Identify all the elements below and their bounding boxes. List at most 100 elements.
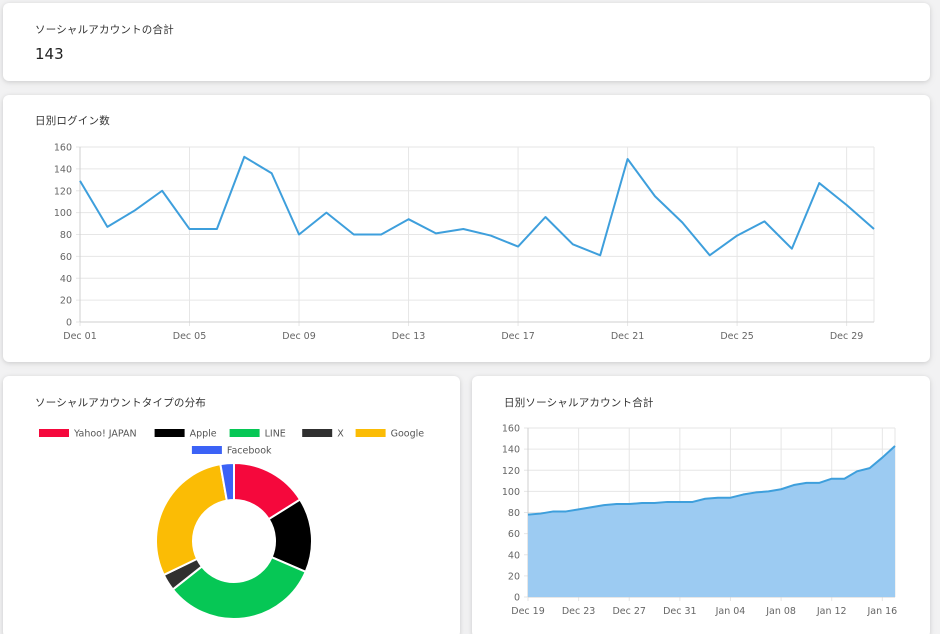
logins-y-tick-label: 100 [54,208,72,219]
logins-series-line [79,155,875,257]
accounts-data-point [780,488,782,490]
logins-data-point [818,182,820,184]
total-accounts-value: 143 [35,45,64,63]
legend-swatch [229,429,260,437]
logins-data-point [161,190,163,192]
logins-data-point [325,211,327,213]
logins-data-point [709,254,711,256]
logins-data-point [407,218,409,220]
accounts-data-point [628,503,630,505]
accounts-data-point [691,501,693,503]
logins-data-point [106,226,108,228]
accounts-x-tick-label: Dec 23 [562,606,596,617]
logins-data-point [353,233,355,235]
accounts-data-point [679,501,681,503]
logins-y-tick-label: 120 [54,186,72,197]
accounts-data-point [615,503,617,505]
logins-x-tick-label: Dec 13 [392,331,426,342]
logins-data-point [380,233,382,235]
logins-y-tick-label: 0 [66,318,72,329]
accounts-data-point [843,478,845,480]
logins-data-point [134,209,136,211]
logins-y-tick-label: 140 [54,164,72,175]
account-type-distribution-card: ソーシャルアカウントタイプの分布 Yahoo! JAPAN Apple LINE X G… [3,376,460,634]
account-type-distribution-title: ソーシャルアカウントタイプの分布 [35,397,206,409]
accounts-x-tick-label: Jan 08 [765,606,796,617]
accounts-y-tick-label: 40 [508,550,520,561]
logins-data-point [791,248,793,250]
accounts-y-tick-label: 140 [502,445,520,456]
legend-label: Google [391,429,425,440]
accounts-y-tick-label: 80 [508,508,520,519]
logins-data-point [216,228,218,230]
logins-data-point [736,234,738,236]
legend-label: LINE [265,429,286,440]
accounts-x-tick-label: Jan 16 [866,606,897,617]
logins-data-point [599,254,601,256]
total-accounts-title: ソーシャルアカウントの合計 [35,24,174,36]
daily-accounts-title: 日別ソーシャルアカウント合計 [504,397,654,409]
logins-y-tick-label: 160 [54,143,72,154]
accounts-x-tick-label: Dec 31 [663,606,697,617]
donut-segment-facebook [219,461,235,502]
accounts-y-tick-label: 0 [514,593,520,604]
legend-swatch [302,429,333,437]
daily-logins-title: 日別ログイン数 [35,115,110,127]
donut-segment-line [171,555,307,620]
accounts-data-point [641,502,643,504]
accounts-data-point [742,493,744,495]
logins-data-point [845,204,847,206]
logins-x-tick-label: Dec 01 [63,331,97,342]
accounts-data-point [552,510,554,512]
accounts-data-point [856,470,858,472]
accounts-data-point [565,510,567,512]
legend-label: Facebook [227,446,272,457]
logins-y-tick-label: 60 [60,252,72,263]
logins-data-point [654,195,656,197]
daily-logins-chart: 0 20 40 60 80 100 120 140 160 Dec 01 Dec 05 Dec 09 D… [54,143,875,342]
accounts-data-point [704,498,706,500]
logins-data-point [517,245,519,247]
accounts-data-point [755,491,757,493]
accounts-y-tick-label: 100 [502,487,520,498]
accounts-data-point [539,512,541,514]
accounts-x-tick-label: Dec 19 [511,606,545,617]
logins-x-tick-label: Dec 05 [173,331,207,342]
donut-segment-google [155,463,228,577]
logins-y-tick-label: 40 [60,274,72,285]
logins-x-tick-label: Dec 17 [501,331,535,342]
accounts-data-point [729,497,731,499]
accounts-data-point [666,501,668,503]
accounts-data-point [717,497,719,499]
legend-label: Apple [190,429,217,440]
daily-accounts-area-chart: 0 20 40 60 80 100 120 140 160 Dec 19 Dec 23 Dec 27 D… [502,424,897,618]
logins-data-point [626,158,628,160]
logins-data-point [572,243,574,245]
accounts-y-tick-label: 60 [508,529,520,540]
accounts-x-tick-label: Dec 27 [612,606,646,617]
logins-data-point [544,216,546,218]
logins-data-point [489,234,491,236]
logins-x-tick-label: Dec 09 [282,331,316,342]
accounts-data-point [653,502,655,504]
accounts-data-point [805,482,807,484]
accounts-data-point [793,484,795,486]
logins-data-point [763,220,765,222]
logins-data-point [462,228,464,230]
accounts-data-point [767,490,769,492]
legend-label: X [337,429,344,440]
accounts-y-tick-label: 20 [508,571,520,582]
accounts-data-point [894,445,896,447]
accounts-data-point [881,456,883,458]
logins-y-tick-label: 80 [60,230,72,241]
legend-swatch [39,429,69,437]
logins-data-point [873,228,875,230]
accounts-y-tick-label: 160 [502,424,520,435]
total-accounts-card: ソーシャルアカウントの合計 143 [3,3,930,81]
logins-data-point [681,221,683,223]
accounts-series-line [527,445,896,516]
accounts-x-tick-label: Jan 04 [715,606,746,617]
legend-swatch [355,429,386,437]
accounts-area-fill [528,445,895,597]
daily-accounts-card: 日別ソーシャルアカウント合計 0 20 40 60 80 100 120 140 160 Dec … [472,376,930,634]
